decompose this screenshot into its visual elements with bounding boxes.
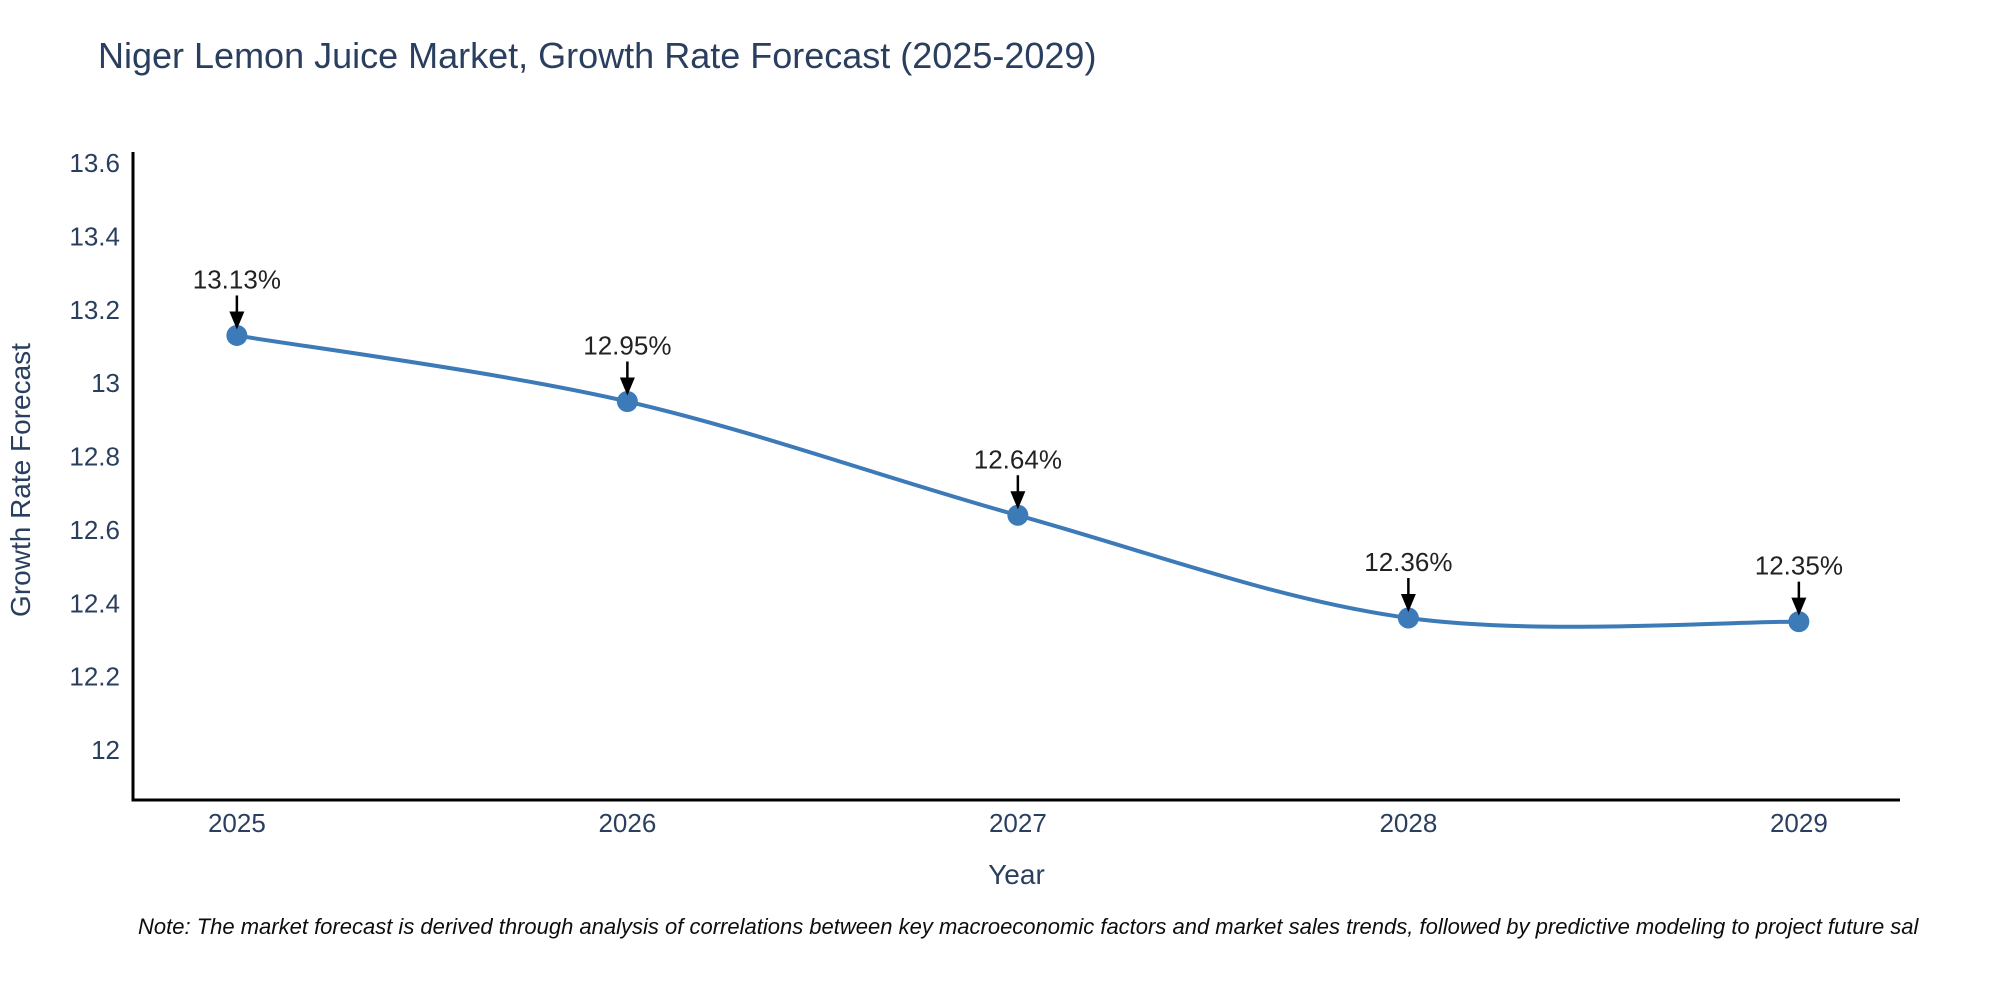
annotation-arrowhead [1791, 597, 1807, 616]
data-point [1788, 611, 1810, 633]
annotation-label: 13.13% [193, 264, 281, 294]
x-axis-title: Year [988, 859, 1045, 890]
annotation-arrowhead [229, 311, 245, 330]
data-point [1007, 504, 1029, 526]
annotation-arrowhead [1400, 594, 1416, 613]
y-tick-label: 12 [91, 735, 120, 765]
x-tick-label: 2025 [208, 808, 266, 838]
y-tick-label: 12.2 [69, 662, 120, 692]
data-point [1397, 607, 1419, 629]
chart-title: Niger Lemon Juice Market, Growth Rate Fo… [98, 35, 1097, 76]
y-axis-title: Growth Rate Forecast [5, 343, 36, 617]
annotation-label: 12.35% [1755, 551, 1843, 581]
y-tick-label: 13 [91, 368, 120, 398]
y-tick-label: 13.2 [69, 295, 120, 325]
x-tick-label: 2029 [1770, 808, 1828, 838]
data-point [616, 391, 638, 413]
annotation-label: 12.64% [974, 444, 1062, 474]
annotation-label: 12.95% [583, 331, 671, 361]
y-tick-label: 13.4 [69, 221, 120, 251]
annotation-arrowhead [1010, 491, 1026, 510]
x-tick-label: 2028 [1379, 808, 1437, 838]
annotation-arrowhead [619, 377, 635, 396]
annotation-label: 12.36% [1364, 547, 1452, 577]
x-tick-label: 2026 [598, 808, 656, 838]
footnote: Note: The market forecast is derived thr… [138, 914, 1919, 939]
x-tick-label: 2027 [989, 808, 1047, 838]
y-tick-label: 12.4 [69, 588, 120, 618]
y-tick-label: 12.6 [69, 515, 120, 545]
y-tick-label: 13.6 [69, 148, 120, 178]
data-point [226, 324, 248, 346]
y-tick-label: 12.8 [69, 442, 120, 472]
